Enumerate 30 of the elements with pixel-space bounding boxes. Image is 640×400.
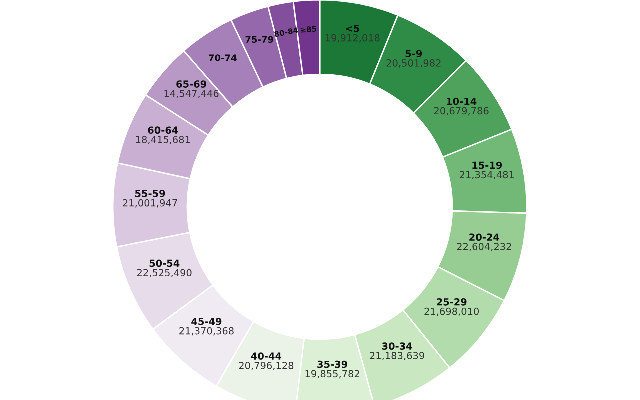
data-label: 20,796,128 [239, 362, 294, 370]
data-label: 19,912,018 [326, 34, 380, 43]
slice-label: 25-29 [437, 298, 467, 306]
data-label: 21,183,639 [370, 352, 424, 360]
slice-label: 5-9 [406, 50, 422, 58]
data-label: 22,525,490 [137, 269, 192, 278]
slice-label: 20-24 [470, 234, 500, 242]
slice-label: 35-39 [318, 360, 348, 368]
data-label: 14,547,446 [164, 90, 219, 98]
data-label: 20,679,786 [434, 107, 489, 116]
data-label: 21,698,010 [424, 308, 480, 316]
slice-label: 30-34 [382, 342, 412, 350]
data-label: 20,501,982 [386, 60, 441, 68]
data-label: 21,370,368 [180, 327, 234, 336]
data-label: 21,354,481 [460, 171, 514, 180]
slice-label: 15-19 [472, 162, 502, 170]
slice-label: 75-79 [246, 36, 274, 44]
data-label: 21,001,947 [123, 199, 178, 208]
slice-label: 40-44 [251, 352, 282, 360]
slice-label: 55-59 [135, 190, 166, 198]
data-label: 18,415,681 [136, 136, 190, 144]
data-label: 22,604,232 [457, 243, 512, 252]
slice-label: 45-49 [192, 318, 222, 326]
slice-label: <5 [346, 25, 360, 32]
slice-label: 10-14 [447, 98, 477, 106]
slice-label: 50-54 [150, 260, 180, 268]
slice-label: 65-69 [176, 80, 206, 88]
data-label: 19,855,782 [306, 370, 360, 379]
slice-label: 70-74 [209, 54, 237, 62]
slice-label: 60-64 [148, 126, 178, 134]
